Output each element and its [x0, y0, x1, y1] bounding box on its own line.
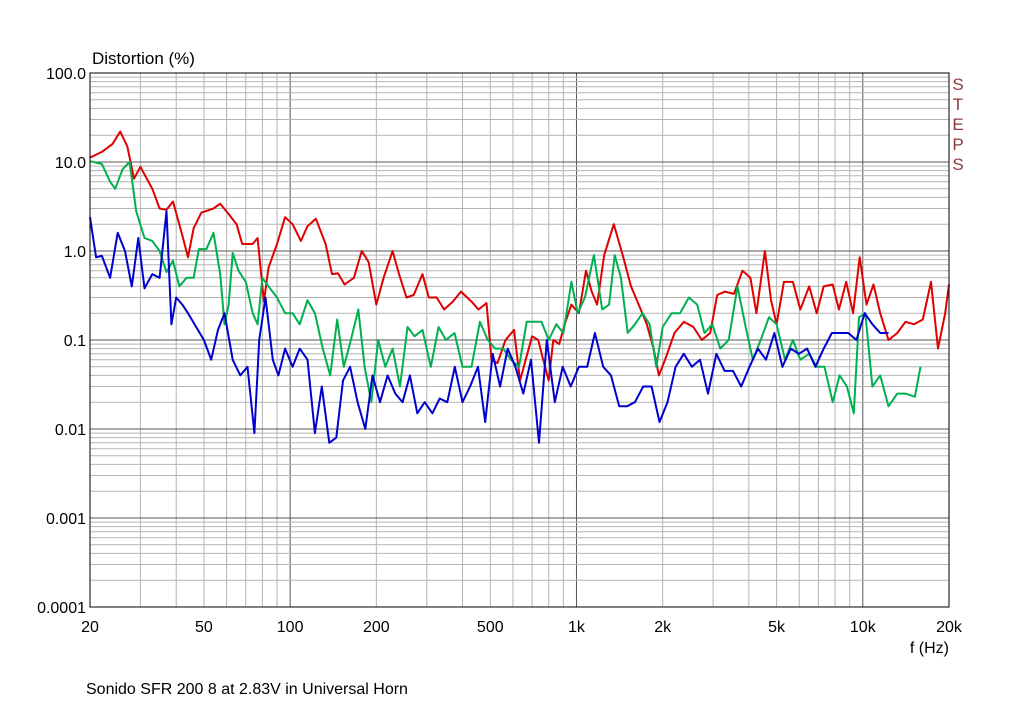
y-tick-labels: 100.0 10.0 1.0 0.1 0.01 0.001 0.0001 — [37, 66, 86, 617]
y-tick-label: 0.01 — [55, 422, 86, 439]
x-tick-label: 20k — [936, 619, 963, 636]
series-line-3 — [89, 210, 889, 444]
x-tick-label: 2k — [654, 619, 672, 636]
y-tick-label: 0.0001 — [37, 600, 86, 617]
x-tick-label: 20 — [81, 619, 99, 636]
grid-lines — [90, 73, 949, 607]
series-line-1 — [89, 130, 950, 382]
y-tick-label: 0.001 — [46, 511, 86, 528]
y-tick-label: 10.0 — [55, 155, 86, 172]
watermark-letter: T — [953, 95, 963, 114]
x-tick-label: 50 — [195, 619, 213, 636]
watermark-letter: S — [952, 155, 963, 174]
chart-caption: Sonido SFR 200 8 at 2.83V in Universal H… — [86, 681, 408, 698]
x-tick-labels: 20 50 100 200 500 1k 2k 5k 10k 20k — [81, 619, 963, 636]
watermark-letter: S — [952, 75, 963, 94]
x-tick-label: 5k — [768, 619, 786, 636]
x-axis-label: f (Hz) — [910, 640, 949, 657]
x-tick-label: 1k — [568, 619, 586, 636]
y-tick-label: 0.1 — [64, 333, 86, 350]
watermark-letter: E — [952, 115, 963, 134]
plot-frame — [89, 72, 950, 608]
series-group — [89, 130, 950, 444]
x-tick-label: 500 — [477, 619, 504, 636]
watermark-letter: P — [952, 135, 963, 154]
y-axis-label: Distortion (%) — [92, 49, 195, 68]
x-tick-label: 200 — [363, 619, 390, 636]
y-tick-label: 1.0 — [64, 244, 86, 261]
x-tick-label: 10k — [850, 619, 877, 636]
x-tick-label: 100 — [277, 619, 304, 636]
y-tick-label: 100.0 — [46, 66, 86, 83]
